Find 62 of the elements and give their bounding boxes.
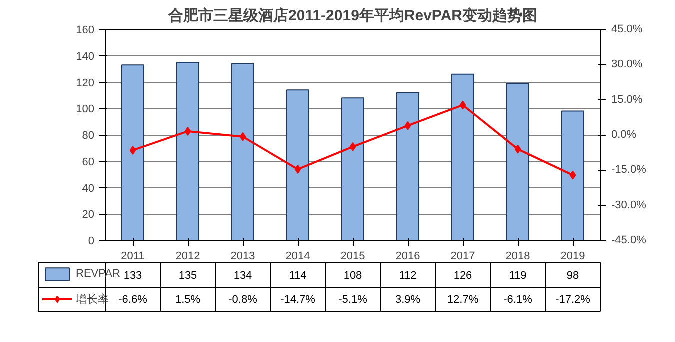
y-tick-label: 80 [82, 130, 95, 142]
bar [452, 74, 474, 240]
y2-tick-label: 15.0% [612, 94, 643, 106]
x-tick-label: 2018 [506, 250, 530, 262]
data-label: 119 [509, 270, 527, 282]
y2-tick-label: 30.0% [612, 58, 643, 71]
data-label: 12.7% [447, 294, 479, 306]
data-label: 114 [289, 270, 307, 282]
x-tick-label: 2015 [340, 250, 366, 262]
point [404, 121, 412, 130]
data-label: 98 [566, 270, 580, 282]
point [350, 142, 356, 152]
y2-tick-label: -30.0% [612, 199, 647, 212]
chart-title: 合肥市三星级酒店2011-2019年平均RevPAR变动趋势图 [168, 6, 538, 24]
y2-tick-label: -45.0% [612, 234, 647, 246]
bar [342, 98, 364, 240]
data-label: 126 [454, 270, 472, 282]
x-tick-label: 2014 [286, 250, 310, 262]
x-tick-label: 2016 [396, 250, 420, 262]
y-tick-label: 120 [76, 77, 95, 90]
data-label: 3.9% [395, 294, 421, 306]
data-label: 108 [344, 270, 362, 282]
bar [286, 90, 310, 240]
x-tick-label: 2019 [560, 250, 586, 262]
data-label: 112 [399, 270, 417, 282]
x-tick-label: 2011 [121, 250, 145, 262]
y-tick-label: 160 [76, 24, 95, 36]
point [460, 100, 466, 110]
data-label: 134 [234, 270, 252, 282]
data-label: 133 [124, 270, 142, 282]
point [130, 146, 136, 155]
y-tick-label: 140 [76, 50, 95, 63]
bar [176, 62, 200, 240]
y-tick-label: 60 [82, 156, 95, 168]
y2-tick-label: -15.0% [612, 164, 647, 176]
data-label: -6.1% [504, 294, 533, 306]
point [294, 164, 302, 174]
bar [232, 63, 254, 240]
data-label: -14.7% [280, 294, 316, 306]
point [514, 144, 522, 154]
x-tick-label: 2017 [450, 250, 476, 262]
x-tick-label: 2012 [176, 250, 200, 262]
y-tick-label: 40 [82, 182, 95, 195]
y-tick-label: 0 [88, 236, 95, 248]
y2-tick-label: 0.0% [612, 129, 637, 141]
y2-tick-label: 45.0% [612, 24, 643, 36]
point [184, 126, 192, 136]
y-tick-label: 100 [76, 104, 95, 116]
y-tick-label: 20 [82, 209, 95, 222]
data-label: -0.8% [228, 294, 258, 306]
x-tick-label: 2013 [230, 250, 256, 262]
data-label: -6.6% [118, 294, 148, 306]
data-label: -5.1% [338, 294, 368, 306]
bar [506, 83, 530, 240]
bar [396, 92, 420, 240]
point [570, 170, 576, 180]
data-label: 1.5% [175, 294, 201, 306]
bar [562, 110, 584, 240]
data-label: 135 [178, 270, 198, 282]
data-label: -17.2% [556, 294, 591, 306]
bar [122, 64, 144, 240]
point [240, 132, 246, 142]
